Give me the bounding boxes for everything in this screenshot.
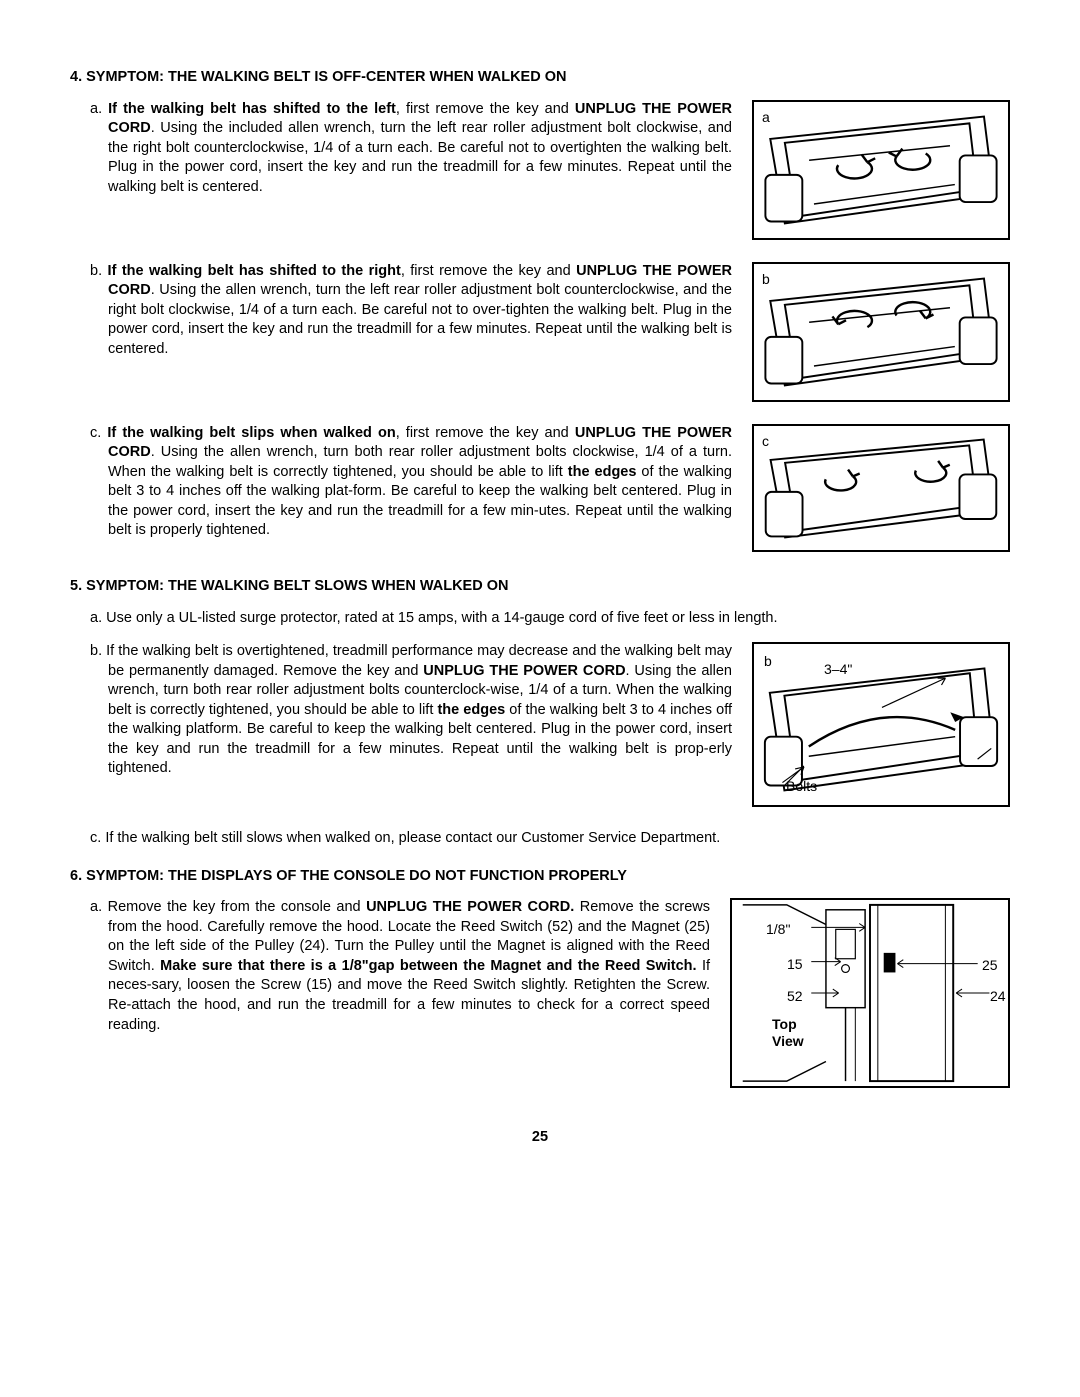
letter-b: b. xyxy=(90,263,102,279)
diagram-bolts-label: Bolts xyxy=(786,777,817,796)
txt: Use only a UL-listed surge protector, ra… xyxy=(106,610,777,626)
letter-c: c. xyxy=(90,830,101,846)
s6-item-a: a. Remove the key from the console and U… xyxy=(90,898,1010,1088)
bold: If the walking belt has shifted to the l… xyxy=(108,101,396,117)
letter-c: c. xyxy=(90,425,101,441)
bold: UNPLUG THE POWER CORD. xyxy=(366,899,574,915)
bold: UNPLUG THE POWER CORD xyxy=(423,663,625,679)
diagram-label-c: c xyxy=(762,432,769,451)
diag-view: View xyxy=(772,1032,804,1051)
letter-a: a. xyxy=(90,610,102,626)
letter-b: b. xyxy=(90,643,102,659)
txt: Remove the key from the console and xyxy=(108,899,366,915)
bold: the edges xyxy=(437,702,505,718)
diagram-6a: 1/8" 15 52 25 24 Top View xyxy=(730,898,1010,1088)
s4-c-text: c. If the walking belt slips when walked… xyxy=(90,424,732,541)
diag-25: 25 xyxy=(982,956,998,975)
txt: , first remove the key and xyxy=(396,101,575,117)
letter-a: a. xyxy=(90,101,102,117)
s5-item-b: b. If the walking belt is overtightened,… xyxy=(90,642,1010,807)
diag-24: 24 xyxy=(990,987,1006,1006)
diagram-4c: c xyxy=(752,424,1010,552)
txt: If the walking belt still slows when wal… xyxy=(105,830,720,846)
diagram-4a: a xyxy=(752,100,1010,240)
s5-a-text: a. Use only a UL-listed surge protector,… xyxy=(90,609,1010,629)
s5-c-text: c. If the walking belt still slows when … xyxy=(90,829,1010,849)
diagram-measure: 3–4" xyxy=(824,660,852,679)
letter-a: a. xyxy=(90,899,102,915)
txt: , first remove the key and xyxy=(396,425,575,441)
txt: , first remove the key and xyxy=(401,263,576,279)
section-6-heading: 6. SYMPTOM: THE DISPLAYS OF THE CONSOLE … xyxy=(70,867,1010,887)
s5-b-text: b. If the walking belt is overtightened,… xyxy=(90,642,732,779)
txt: . Using the allen wrench, turn the left … xyxy=(108,282,732,357)
diagram-5b: b 3–4" Bolts xyxy=(752,642,1010,807)
s4-b-text: b. If the walking belt has shifted to th… xyxy=(90,262,732,360)
section-5-heading: 5. SYMPTOM: THE WALKING BELT SLOWS WHEN … xyxy=(70,577,1010,597)
s4-item-a: a. If the walking belt has shifted to th… xyxy=(90,100,1010,240)
page-number: 25 xyxy=(70,1128,1010,1148)
s4-item-b: b. If the walking belt has shifted to th… xyxy=(90,262,1010,402)
bold: the edges xyxy=(568,464,637,480)
diagram-4b: b xyxy=(752,262,1010,402)
diag-gap: 1/8" xyxy=(766,920,790,939)
diagram-label-b: b xyxy=(764,652,772,671)
s4-item-c: c. If the walking belt slips when walked… xyxy=(90,424,1010,555)
bold: If the walking belt has shifted to the r… xyxy=(108,263,401,279)
s6-a-text: a. Remove the key from the console and U… xyxy=(90,898,710,1035)
section-4-heading: 4. SYMPTOM: THE WALKING BELT IS OFF-CENT… xyxy=(70,68,1010,88)
diagram-label-b: b xyxy=(762,270,770,289)
diagram-label-a: a xyxy=(762,108,770,127)
s4-a-text: a. If the walking belt has shifted to th… xyxy=(90,100,732,198)
txt: . Using the included allen wrench, turn … xyxy=(108,120,732,195)
bold: If the walking belt slips when walked on xyxy=(107,425,395,441)
diag-52: 52 xyxy=(787,987,803,1006)
diag-15: 15 xyxy=(787,955,803,974)
bold: Make sure that there is a 1/8"gap betwee… xyxy=(160,958,696,974)
